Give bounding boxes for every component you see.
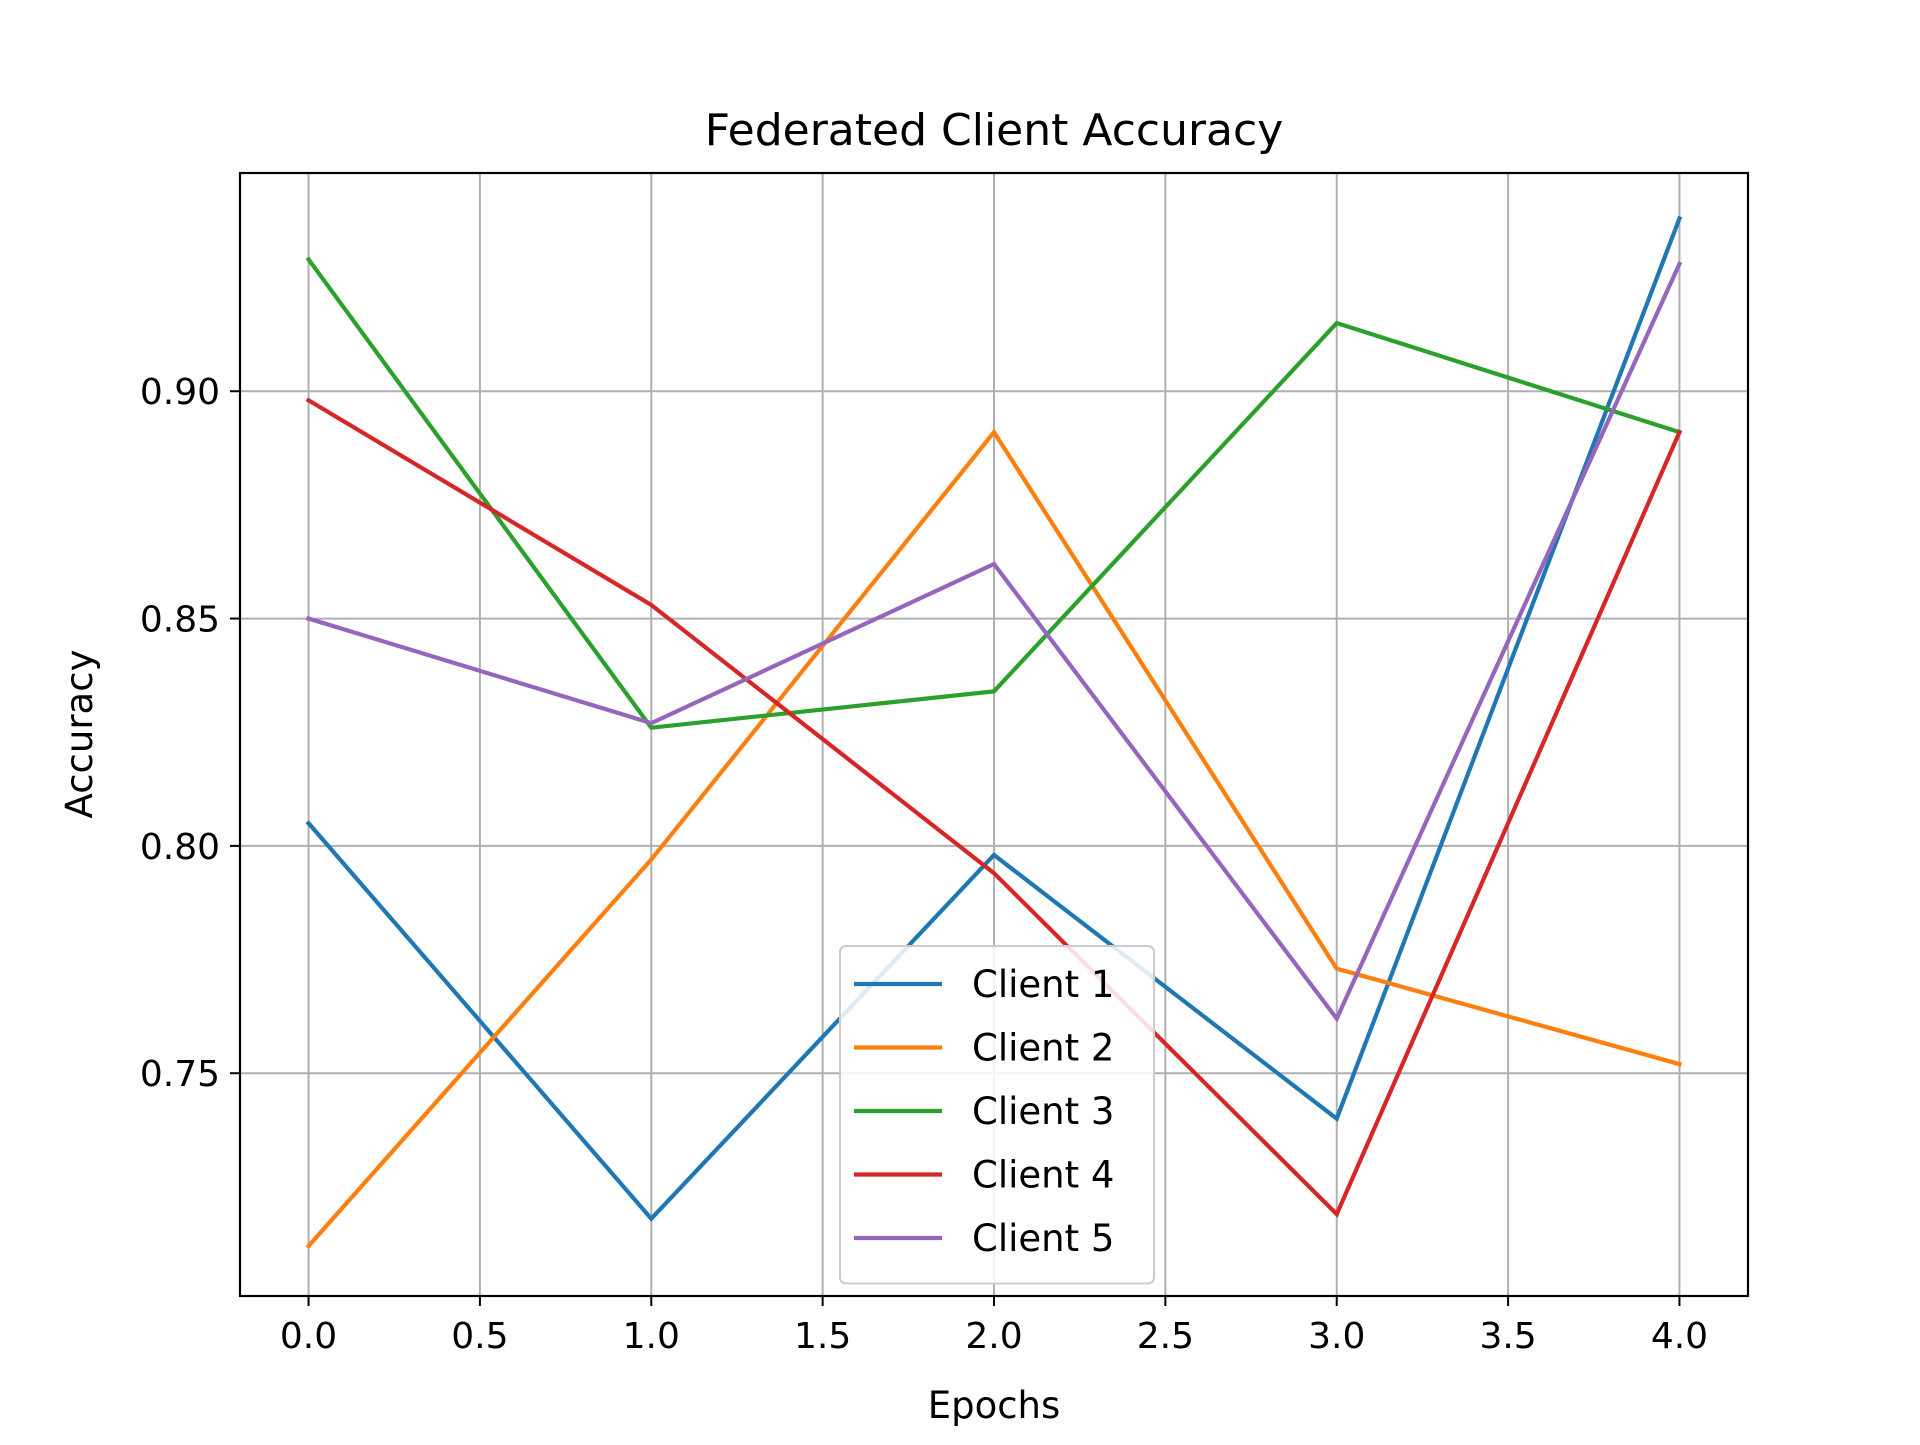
legend-label: Client 3 [972, 1090, 1114, 1133]
x-tick-label: 1.0 [623, 1316, 680, 1357]
legend-box [839, 945, 1155, 1285]
series-lines [305, 215, 1683, 1249]
y-axis-label: Accuracy [58, 650, 101, 819]
x-tick-label: 0.0 [280, 1316, 337, 1357]
x-tick-label: 3.5 [1479, 1316, 1536, 1357]
x-tick-label: 4.0 [1651, 1316, 1708, 1357]
legend-label: Client 4 [972, 1154, 1114, 1197]
axis-ticks: 0.0 0.5 1.0 1.5 2.0 2.5 3.0 3.5 4.0 0.75 0.80 0.85 0… [140, 372, 1708, 1357]
y-tick-label: 0.90 [140, 372, 220, 413]
legend: Client 1 Client 2 Client 3 Client 4 Client 5 [839, 945, 1155, 1285]
x-tick-label: 2.5 [1137, 1316, 1194, 1357]
series-line-client-4 [305, 397, 1683, 1218]
x-tick-label: 2.0 [965, 1316, 1022, 1357]
x-axis-label: Epochs [928, 1384, 1061, 1427]
legend-label: Client 1 [972, 963, 1114, 1006]
y-tick-label: 0.80 [140, 827, 220, 868]
series-line-client-3 [305, 256, 1683, 730]
chart-title: Federated Client Accuracy [705, 105, 1284, 156]
y-tick-label: 0.75 [140, 1054, 220, 1095]
y-tick-label: 0.85 [140, 600, 220, 641]
x-tick-label: 0.5 [451, 1316, 508, 1357]
series-line-client-2 [305, 428, 1683, 1249]
x-tick-label: 1.5 [794, 1316, 851, 1357]
series-line-client-1 [305, 215, 1683, 1222]
legend-label: Client 5 [972, 1217, 1114, 1260]
series-line-client-5 [305, 261, 1683, 1023]
legend-label: Client 2 [972, 1027, 1114, 1070]
x-tick-label: 3.0 [1308, 1316, 1365, 1357]
